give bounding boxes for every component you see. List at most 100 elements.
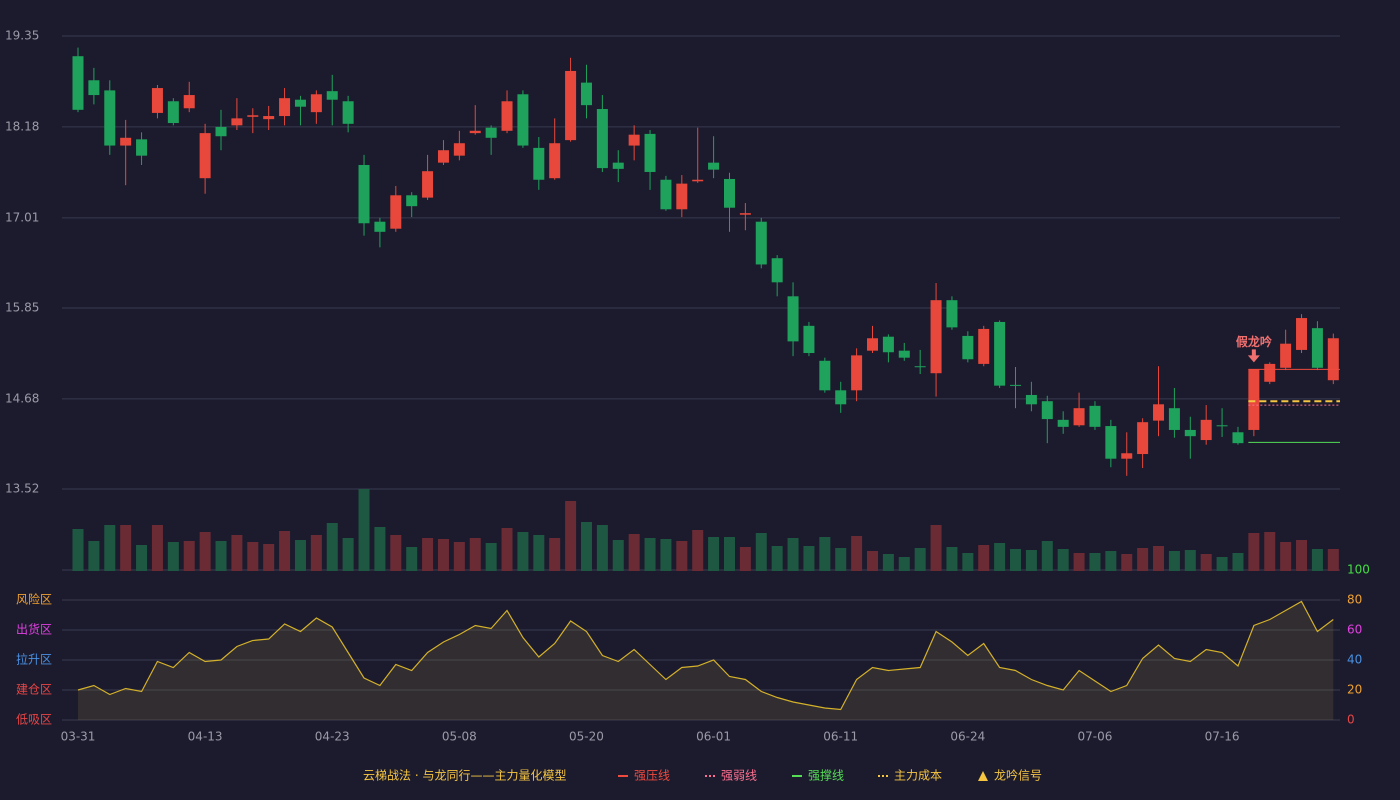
candle-body — [819, 360, 831, 391]
candle-body — [723, 178, 735, 208]
candle-body — [1121, 453, 1133, 459]
volume-bar — [867, 551, 878, 571]
volume-bar — [739, 547, 751, 571]
x-tick-label: 05-20 — [569, 730, 604, 744]
volume-bar — [898, 557, 910, 571]
x-tick-label: 05-08 — [442, 730, 477, 744]
candle-body — [1184, 429, 1196, 437]
volume-bar — [231, 535, 243, 571]
volume-bar — [612, 540, 624, 571]
volume-bar — [374, 527, 386, 571]
zone-label: 低吸区 — [16, 713, 52, 727]
candle-body — [739, 213, 751, 215]
candle-body — [946, 300, 958, 328]
volume-bar — [120, 525, 132, 571]
candle-body — [596, 109, 608, 169]
x-tick-label: 07-06 — [1078, 730, 1113, 744]
y-tick-label: 17.01 — [5, 210, 39, 224]
volume-bar — [1232, 553, 1244, 571]
grid-layer — [62, 35, 1340, 721]
volume-bar — [1184, 550, 1196, 571]
volume-bar — [1248, 533, 1260, 571]
volume-bar — [517, 532, 529, 571]
candle-body — [644, 133, 656, 172]
volume-bar — [326, 523, 338, 571]
volume-bar — [358, 489, 370, 571]
volume-bar — [787, 538, 799, 571]
oscillator-line — [77, 600, 1334, 711]
candle-body — [867, 338, 878, 351]
legend-label: 强压线 — [634, 769, 670, 783]
x-tick-label: 03-31 — [61, 730, 96, 744]
volume-bar — [485, 543, 497, 571]
candle-body — [914, 366, 926, 368]
candle-body — [310, 94, 322, 113]
candle-body — [771, 258, 783, 283]
candle-body — [294, 99, 306, 107]
volume-bar — [1327, 549, 1339, 571]
oscillator-layer — [77, 600, 1334, 720]
volume-bar — [676, 541, 688, 571]
candle-body — [326, 91, 338, 100]
volume-bar — [1280, 542, 1292, 571]
y-tick-label: 13.52 — [5, 482, 39, 496]
zone-label: 建仓区 — [16, 683, 52, 697]
volume-bar — [803, 546, 815, 571]
volume-bar — [851, 536, 863, 571]
volume-bar — [390, 535, 402, 571]
candle-body — [501, 101, 513, 131]
legend-label: 主力成本 — [894, 769, 942, 783]
volume-bar — [565, 501, 577, 571]
volume-bar — [1264, 532, 1276, 571]
volume-bar — [469, 538, 481, 571]
candle-body — [279, 98, 291, 117]
volume-bar — [215, 541, 227, 571]
volume-bar — [835, 548, 847, 571]
volume-bar — [279, 531, 291, 571]
volume-bar — [914, 548, 926, 571]
volume-bar — [1121, 554, 1133, 571]
volume-bar — [199, 532, 211, 571]
y-tick-label: 19.35 — [5, 29, 39, 43]
volume-bar — [1105, 551, 1117, 571]
candle-body — [628, 134, 640, 146]
volume-bar — [501, 528, 513, 571]
candle-body — [453, 143, 465, 156]
volume-bar — [1296, 540, 1308, 571]
zone-label: 出货区 — [16, 622, 52, 637]
volume-bar — [660, 539, 672, 571]
volume-bar — [962, 553, 974, 571]
candle-body — [183, 95, 195, 109]
candle-body — [1105, 426, 1117, 459]
x-tick-label: 06-11 — [823, 730, 858, 744]
candle-body — [104, 90, 116, 146]
candle-body — [1311, 328, 1323, 368]
candle-body — [660, 179, 672, 210]
volume-bar — [294, 540, 306, 571]
volume-bar — [310, 535, 322, 571]
candle-body — [1041, 401, 1053, 420]
candle-body — [231, 118, 243, 126]
x-tick-label: 06-24 — [950, 730, 985, 744]
candle-body — [549, 143, 561, 179]
zone-label: 拉升区 — [16, 652, 52, 667]
y2-tick-label: 20 — [1347, 683, 1362, 697]
volume-bar — [342, 538, 354, 571]
candle-body — [1248, 369, 1260, 430]
volume-bar — [183, 541, 195, 571]
candle-body — [469, 130, 481, 134]
volume-bar — [1153, 546, 1165, 571]
volume-bar — [1089, 553, 1101, 571]
x-tick-label: 07-16 — [1205, 730, 1240, 744]
y2-tick-label: 40 — [1347, 653, 1362, 667]
legend: 云梯战法 · 与龙同行——主力量化模型 强压线 强弱线 强撑线 主力成本 龙吟信号 — [363, 768, 1042, 783]
candle-body — [199, 133, 211, 179]
candle-body — [1010, 384, 1022, 386]
candle-body — [422, 171, 434, 198]
candle-body — [1089, 405, 1101, 427]
candle-body — [120, 137, 132, 146]
candle-body — [787, 296, 799, 342]
volume-bar — [1137, 548, 1149, 571]
